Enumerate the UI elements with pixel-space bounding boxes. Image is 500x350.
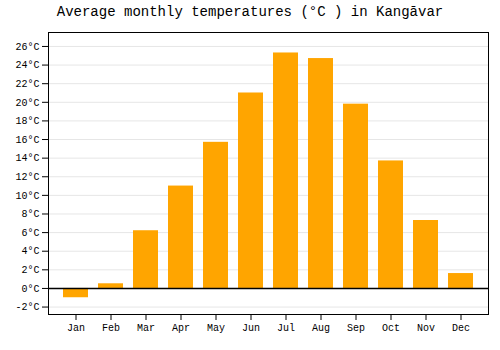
svg-text:10°C: 10°C: [15, 191, 39, 202]
svg-text:6°C: 6°C: [21, 228, 39, 239]
svg-text:12°C: 12°C: [15, 172, 39, 183]
svg-text:Sep: Sep: [347, 323, 365, 334]
svg-text:16°C: 16°C: [15, 135, 39, 146]
svg-text:Mar: Mar: [137, 323, 155, 334]
svg-text:8°C: 8°C: [21, 209, 39, 220]
html-text:Average monthly temperatures (: Average monthly temperatures (°C ) in Ka…: [56, 4, 444, 20]
svg-text:Jul: Jul: [277, 323, 295, 334]
svg-text:Apr: Apr: [172, 323, 190, 334]
svg-text:20°C: 20°C: [15, 98, 39, 109]
svg-text:Jun: Jun: [242, 323, 260, 334]
svg-text:2°C: 2°C: [21, 265, 39, 276]
svg-text:-2°C: -2°C: [15, 302, 39, 313]
svg-text:Aug: Aug: [312, 323, 330, 334]
svg-text:Nov: Nov: [417, 323, 435, 334]
svg-text:Dec: Dec: [452, 323, 470, 334]
svg-text:4°C: 4°C: [21, 246, 39, 257]
svg-text:14°C: 14°C: [15, 153, 39, 164]
svg-text:Oct: Oct: [382, 323, 400, 334]
svg-text:22°C: 22°C: [15, 79, 39, 90]
svg-text:26°C: 26°C: [15, 42, 39, 53]
svg-text:18°C: 18°C: [15, 116, 39, 127]
svg-text:Feb: Feb: [102, 323, 120, 334]
svg-text:May: May: [207, 323, 225, 334]
svg-text:24°C: 24°C: [15, 60, 39, 71]
svg-text:0°C: 0°C: [21, 284, 39, 295]
svg-text:Jan: Jan: [67, 323, 85, 334]
